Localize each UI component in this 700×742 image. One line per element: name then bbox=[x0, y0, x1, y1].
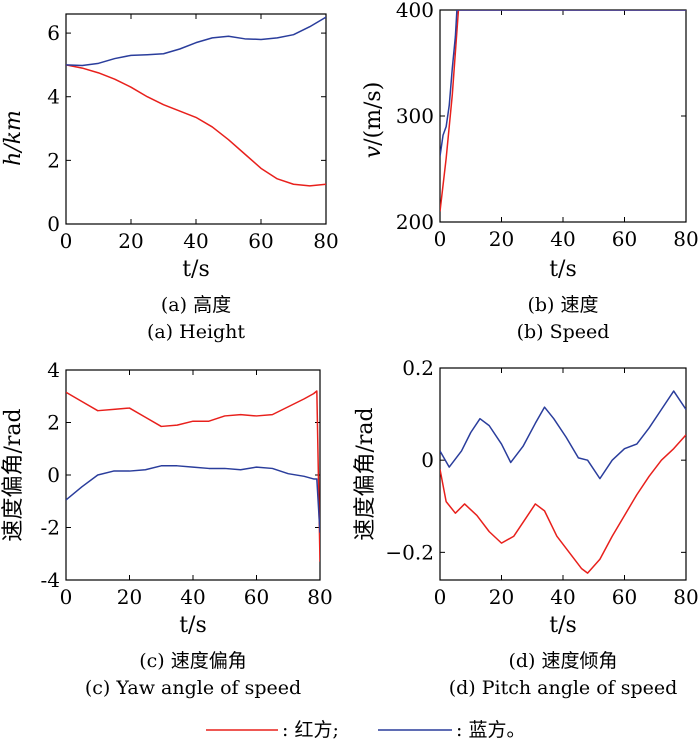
x-axis-label: t/s bbox=[182, 257, 210, 282]
caption-cn: (d) 速度倾角 bbox=[508, 650, 617, 672]
x-axis-label: t/s bbox=[179, 613, 207, 638]
y-tick-label: 200 bbox=[396, 210, 434, 234]
tick-labels: 0 20 40 60 80 -4 -2 0 2 4 bbox=[41, 358, 333, 609]
y-tick-label: 400 bbox=[396, 0, 434, 22]
x-axis-label: t/s bbox=[549, 613, 577, 638]
panel-speed: 0 20 40 60 80 200 300 400 v/(m/s) t/s (b) 速度 (b… bbox=[361, 0, 699, 343]
legend: : 红方; : 蓝方。 bbox=[206, 719, 525, 741]
y-tick-label: 4 bbox=[47, 358, 60, 382]
y-tick-label: 0 bbox=[47, 212, 60, 236]
caption-cn: (b) 速度 bbox=[527, 294, 598, 316]
panel-pitch-angle: 0 20 40 60 80−0.200.2 速度偏角/rad t/s (d) 速度倾角 … bbox=[353, 356, 699, 699]
x-tick-label: 0 bbox=[434, 227, 447, 251]
plot-frame bbox=[65, 369, 321, 581]
y-axis-label: v/(m/s) bbox=[361, 82, 386, 159]
y-tick-label: 6 bbox=[47, 21, 60, 45]
x-tick-label: 20 bbox=[489, 585, 514, 609]
x-tick-label: 40 bbox=[180, 585, 205, 609]
x-tick-label: 60 bbox=[612, 227, 637, 251]
red-series-line bbox=[440, 434, 686, 574]
tick-labels: 0 20 40 60 80−0.200.2 bbox=[385, 356, 698, 609]
x-tick-label: 20 bbox=[117, 585, 142, 609]
tick-marks bbox=[439, 9, 687, 223]
tick-marks bbox=[65, 14, 327, 225]
red-series-line bbox=[440, 10, 686, 212]
y-tick-label: -2 bbox=[41, 516, 60, 540]
caption-en: (a) Height bbox=[147, 321, 245, 343]
caption-en: (d) Pitch angle of speed bbox=[449, 677, 678, 699]
red-series-line bbox=[66, 390, 320, 562]
x-tick-label: 20 bbox=[118, 229, 143, 253]
y-axis-label: h/km bbox=[1, 110, 26, 166]
caption-cn: (c) 速度偏角 bbox=[139, 650, 247, 672]
tick-marks bbox=[439, 367, 687, 580]
y-tick-label: 0 bbox=[47, 463, 60, 487]
data-lines bbox=[440, 10, 686, 212]
x-tick-label: 40 bbox=[550, 227, 575, 251]
plot-frame bbox=[65, 13, 327, 225]
tick-labels: 0 20 40 60 80 200 300 400 bbox=[396, 0, 699, 251]
x-tick-label: 60 bbox=[244, 585, 269, 609]
plot-frame bbox=[439, 9, 687, 223]
y-tick-label: 2 bbox=[47, 148, 60, 172]
x-tick-label: 20 bbox=[489, 227, 514, 251]
y-tick-label: 300 bbox=[396, 104, 434, 128]
y-tick-label: 0.2 bbox=[402, 356, 434, 380]
blue-series-line bbox=[440, 10, 686, 157]
x-tick-label: 0 bbox=[60, 229, 73, 253]
y-axis-label: 速度偏角/rad bbox=[353, 407, 378, 540]
x-tick-label: 80 bbox=[313, 229, 338, 253]
legend-blue-label: : 蓝方。 bbox=[456, 719, 525, 741]
y-tick-label: 4 bbox=[47, 85, 60, 109]
caption-cn: (a) 高度 bbox=[161, 294, 231, 316]
y-tick-label: 2 bbox=[47, 411, 60, 435]
x-tick-label: 80 bbox=[307, 585, 332, 609]
plot-frame bbox=[439, 367, 687, 581]
x-tick-label: 60 bbox=[612, 585, 637, 609]
caption-en: (c) Yaw angle of speed bbox=[85, 677, 301, 699]
blue-series-line bbox=[66, 465, 320, 533]
x-tick-label: 60 bbox=[248, 229, 273, 253]
data-lines bbox=[66, 16, 326, 187]
y-tick-label: -4 bbox=[41, 568, 60, 592]
red-series-line bbox=[66, 64, 326, 187]
data-lines bbox=[440, 390, 686, 574]
panel-yaw-angle: 0 20 40 60 80 -4 -2 0 2 4 速度偏角/rad t/s (c) 速度偏角 (… bbox=[1, 358, 333, 699]
x-tick-label: 40 bbox=[550, 585, 575, 609]
caption-en: (b) Speed bbox=[517, 321, 610, 343]
panel-height: 0 20 40 60 80 0 2 4 6 h/km t/s (a) 高度 (a) Height bbox=[1, 13, 339, 343]
y-tick-label: 0 bbox=[421, 448, 434, 472]
blue-series-line bbox=[66, 16, 326, 67]
x-tick-label: 40 bbox=[183, 229, 208, 253]
x-tick-label: 80 bbox=[673, 227, 698, 251]
x-tick-label: 80 bbox=[673, 585, 698, 609]
x-tick-label: 0 bbox=[60, 585, 73, 609]
data-lines bbox=[66, 390, 320, 562]
x-axis-label: t/s bbox=[549, 257, 577, 282]
tick-marks bbox=[65, 369, 321, 581]
x-tick-label: 0 bbox=[434, 585, 447, 609]
blue-series-line bbox=[440, 390, 686, 480]
y-axis-label: 速度偏角/rad bbox=[1, 408, 26, 541]
y-tick-label: −0.2 bbox=[385, 540, 434, 564]
tick-labels: 0 20 40 60 80 0 2 4 6 bbox=[47, 21, 338, 253]
legend-red-label: : 红方; bbox=[282, 719, 339, 741]
